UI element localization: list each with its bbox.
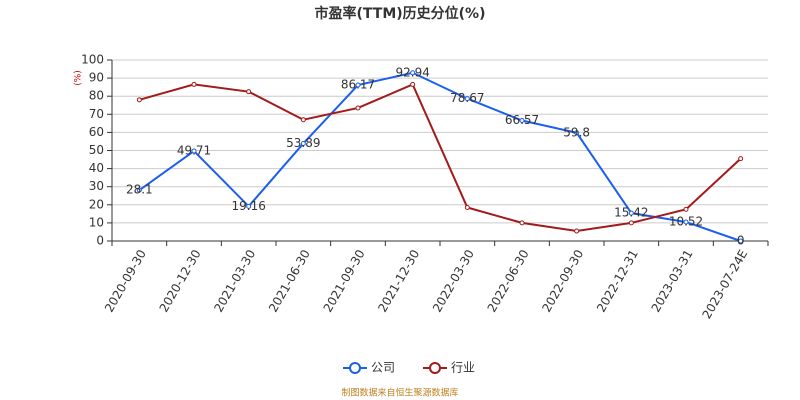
legend-icon[interactable] <box>349 362 361 374</box>
data-point <box>464 96 470 102</box>
data-label: 53.89 <box>286 136 320 150</box>
data-point <box>136 97 142 103</box>
y-tick-label: 90 <box>89 71 104 85</box>
y-tick-label: 50 <box>89 143 104 157</box>
series-line <box>138 71 741 242</box>
data-point <box>519 220 525 226</box>
data-point <box>246 89 252 95</box>
data-point <box>628 220 634 226</box>
x-tick-label: 2022-03-30 <box>430 247 477 314</box>
data-point <box>191 81 197 87</box>
data-point <box>191 148 197 154</box>
data-label: 28.1 <box>126 183 153 197</box>
legend-icon[interactable] <box>429 362 441 374</box>
data-point <box>355 105 361 111</box>
x-tick-label: 2021-12-30 <box>375 247 422 314</box>
x-tick-label: 2022-12-31 <box>594 247 641 314</box>
data-point <box>464 205 470 211</box>
data-point <box>300 117 306 123</box>
y-axis-label: (%) <box>74 70 84 86</box>
y-tick-label: 70 <box>89 107 104 121</box>
data-point <box>519 118 525 124</box>
data-label: 0 <box>737 234 745 248</box>
data-point <box>410 81 416 87</box>
data-label: 15.42 <box>614 206 648 220</box>
data-point <box>628 210 634 216</box>
data-label: 92.94 <box>395 65 429 79</box>
data-point <box>574 228 580 234</box>
y-tick-label: 40 <box>89 161 104 175</box>
x-tick-label: 2020-12-30 <box>157 247 204 314</box>
data-point <box>136 187 142 193</box>
data-label: 66.57 <box>505 113 539 127</box>
data-point <box>738 238 744 244</box>
x-tick-label: 2023-07-24E <box>700 247 751 321</box>
x-tick-label: 2020-09-30 <box>102 247 149 314</box>
y-tick-label: 80 <box>89 89 104 103</box>
data-point <box>246 203 252 209</box>
y-tick-label: 20 <box>89 197 104 211</box>
x-tick-label: 2021-09-30 <box>321 247 368 314</box>
y-tick-label: 10 <box>89 215 104 229</box>
legend-label[interactable]: 行业 <box>451 361 475 375</box>
y-tick-label: 100 <box>81 53 104 67</box>
x-tick-label: 2022-09-30 <box>539 247 586 314</box>
legend-label[interactable]: 公司 <box>371 361 395 375</box>
data-point <box>574 130 580 136</box>
data-point <box>683 219 689 225</box>
y-tick-label: 0 <box>96 234 104 248</box>
data-label: 78.67 <box>450 91 484 105</box>
data-label: 10.52 <box>669 214 703 228</box>
data-label: 86.17 <box>341 78 375 92</box>
data-point <box>300 140 306 146</box>
x-tick-label: 2021-03-30 <box>211 247 258 314</box>
y-tick-label: 60 <box>89 125 104 139</box>
source-note: 制图数据来自恒生聚源数据库 <box>341 387 458 399</box>
data-point <box>355 82 361 88</box>
x-tick-label: 2021-06-30 <box>266 247 313 314</box>
y-tick-label: 30 <box>89 179 104 193</box>
data-label: 49.71 <box>177 144 211 158</box>
x-tick-label: 2023-03-31 <box>649 247 696 314</box>
series-line <box>139 83 742 233</box>
data-label: 19.16 <box>231 199 265 213</box>
data-point <box>410 70 416 76</box>
x-tick-label: 2022-06-30 <box>485 247 532 314</box>
data-label: 59.8 <box>563 125 590 139</box>
data-point <box>683 206 689 212</box>
data-point <box>738 156 744 162</box>
chart-title: 市盈率(TTM)历史分位(%) <box>315 5 486 22</box>
